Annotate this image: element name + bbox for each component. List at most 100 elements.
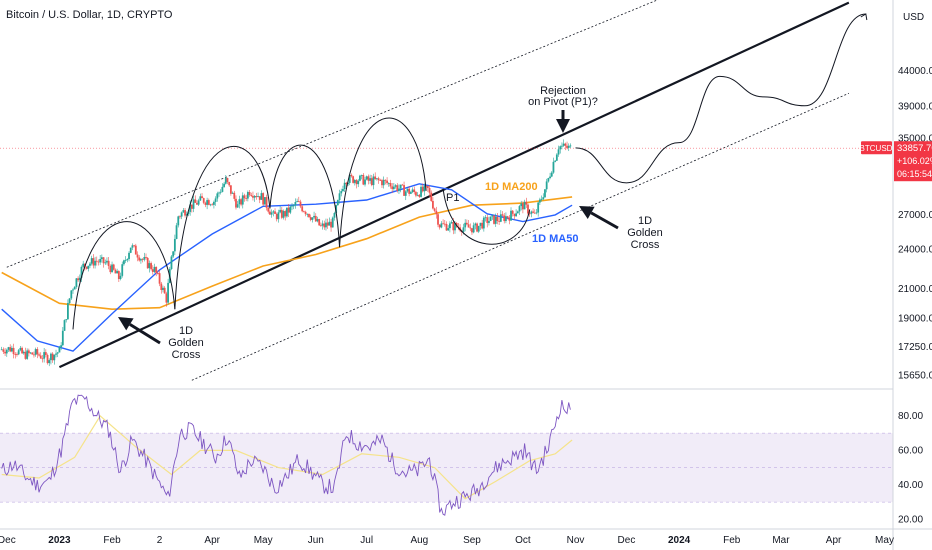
candle-body — [151, 269, 154, 272]
golden-cross-left-arrow — [118, 317, 134, 331]
candle-body — [374, 176, 377, 180]
candle-body — [323, 223, 326, 228]
wave-arc — [269, 144, 341, 248]
price-badge: BTCUSD 33857.70 +106.02% 06:15:54 — [860, 141, 932, 182]
candle-body — [39, 355, 42, 359]
candle-body — [82, 263, 85, 267]
candle-body — [155, 266, 158, 273]
candle-body — [476, 223, 478, 232]
candle-body — [218, 192, 220, 194]
candle-body — [10, 347, 13, 352]
candle-body — [211, 204, 214, 206]
candle-body — [180, 212, 183, 217]
y-tick-label: 19000.00 — [898, 313, 932, 324]
candle-body — [469, 227, 472, 229]
candle-body — [496, 216, 499, 221]
candle-body — [304, 211, 307, 215]
candle-body — [224, 178, 227, 184]
candle-body — [190, 204, 193, 209]
candle-body — [392, 186, 395, 189]
candle-body — [4, 351, 6, 354]
candle-body — [342, 189, 344, 192]
candle-body — [163, 287, 166, 294]
projection-arrowhead — [860, 13, 868, 21]
candle-body — [177, 216, 180, 226]
candle-body — [450, 222, 453, 224]
candle-body — [306, 213, 309, 215]
y-tick-label: 35000.00 — [898, 133, 932, 144]
candle-body — [2, 349, 5, 352]
candle-body — [136, 254, 139, 258]
candle-body — [27, 350, 30, 354]
candle-body — [370, 178, 373, 186]
candle-body — [403, 185, 405, 196]
candle-body — [124, 260, 127, 261]
pivot-p1-label: P1 — [446, 192, 459, 204]
rsi-ma-line — [1, 414, 573, 500]
candle-body — [128, 252, 130, 260]
candle-body — [454, 222, 456, 231]
channel-lower-line — [191, 92, 850, 381]
candle-body — [336, 200, 339, 206]
candle-body — [260, 193, 263, 200]
candle-body — [197, 200, 200, 205]
candle-body — [330, 221, 332, 228]
candle-body — [265, 197, 268, 208]
candle-body — [31, 352, 34, 355]
candle-body — [280, 209, 283, 218]
candle-body — [416, 194, 419, 196]
candle-body — [445, 224, 448, 231]
candle-body — [472, 225, 475, 233]
candle-body — [106, 260, 108, 263]
rsi-y-tick-label: 40.00 — [898, 480, 923, 491]
x-tick-label: Dec — [618, 535, 636, 546]
candle-body — [350, 174, 353, 177]
candle-body — [386, 180, 388, 184]
candle-body — [85, 266, 88, 269]
candle-body — [33, 354, 35, 356]
candle-body — [316, 219, 319, 222]
candle-body — [55, 353, 57, 355]
candle-body — [343, 182, 346, 190]
price-change-text: +106.02% — [897, 156, 932, 166]
candle-body — [189, 204, 192, 212]
candle-body — [484, 217, 487, 219]
candle-body — [213, 201, 215, 205]
candle-body — [428, 188, 431, 193]
candle-body — [5, 349, 8, 354]
candle-body — [561, 145, 563, 147]
candle-body — [204, 202, 207, 205]
candle-body — [309, 217, 312, 220]
candle-body — [467, 224, 470, 228]
candle-body — [420, 186, 422, 197]
candle-body — [365, 176, 368, 180]
candle-body — [43, 352, 46, 359]
candle-body — [78, 277, 81, 281]
candle-body — [367, 176, 370, 181]
candle-body — [199, 196, 202, 201]
candle-body — [123, 260, 125, 265]
currency-label[interactable]: USD — [903, 12, 924, 23]
candle-body — [554, 160, 557, 162]
candle-body — [408, 188, 411, 194]
candle-body — [196, 202, 198, 205]
candle-body — [530, 211, 533, 214]
symbol-badge — [861, 141, 892, 155]
rejection-label-2: on Pivot (P1)? — [528, 96, 598, 108]
candle-body — [333, 213, 336, 218]
candle-body — [72, 289, 74, 291]
candle-body — [418, 194, 421, 197]
x-tick-label: May — [254, 535, 273, 546]
candle-body — [399, 184, 402, 189]
candle-body — [14, 354, 17, 355]
candle-body — [50, 353, 52, 361]
candle-body — [0, 349, 3, 351]
candle-body — [107, 260, 110, 266]
candle-body — [148, 263, 151, 269]
candle-body — [302, 211, 305, 213]
candle-body — [538, 199, 541, 203]
candle-body — [477, 225, 480, 232]
candle-body — [90, 258, 93, 264]
candle-body — [415, 192, 417, 196]
